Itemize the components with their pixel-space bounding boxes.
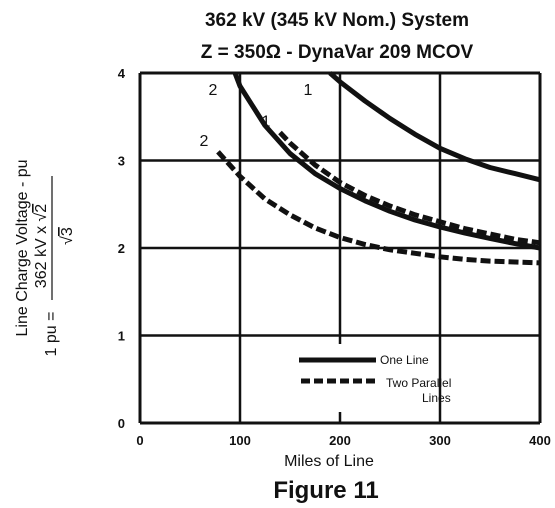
series-group: [216, 71, 541, 266]
y-tick-label-3: 3: [118, 154, 125, 169]
formula-lhs: 1 pu =: [43, 312, 60, 357]
legend-label-two-parallel: Two Parallel: [386, 376, 451, 390]
series-label-2-dashed: 2: [200, 133, 209, 150]
series-line-1-solid: [328, 71, 541, 183]
legend-label-one-line: One Line: [380, 353, 429, 367]
x-tick-label-300: 300: [429, 433, 451, 448]
y-tick-label-2: 2: [118, 241, 125, 256]
formula-denominator-radicand: 3: [59, 227, 76, 236]
formula-denominator: √3: [59, 227, 76, 245]
series-line-2-solid: [232, 72, 541, 251]
legend: One Line Two Parallel Lines: [291, 344, 451, 412]
x-tick-label-200: 200: [329, 433, 351, 448]
series-label-2-solid: 2: [209, 82, 218, 99]
series-line-1-dashed: [278, 130, 541, 246]
x-tick-label-0: 0: [136, 433, 143, 448]
series-label-1-dashed: 1: [262, 114, 271, 131]
series-labels: 1 1 2 2: [200, 82, 313, 150]
x-tick-label-400: 400: [529, 433, 551, 448]
tick-labels: 0 100 200 300 400 0 1 2 3 4: [118, 66, 551, 448]
legend-background: [291, 344, 413, 412]
legend-label-lines: Lines: [422, 391, 451, 405]
y-axis-formula: 1 pu = 362 kV x √2 √3: [33, 176, 76, 356]
chart-title: 362 kV (345 kV Nom.) System: [205, 10, 469, 31]
formula-denominator-symbol: √: [59, 236, 76, 245]
chart-subtitle: Z = 350Ω - DynaVar 209 MCOV: [201, 42, 474, 63]
formula-numerator-main: 362 kV x √: [33, 212, 50, 288]
y-tick-label-4: 4: [118, 66, 126, 81]
x-axis-label: Miles of Line: [284, 453, 374, 470]
series-label-1-solid: 1: [304, 82, 313, 99]
x-tick-label-100: 100: [229, 433, 251, 448]
formula-numerator-radicand: 2: [33, 204, 50, 213]
figure-caption: Figure 11: [273, 477, 378, 504]
formula-numerator: 362 kV x √2: [33, 204, 50, 288]
y-tick-label-0: 0: [118, 416, 125, 431]
y-axis-label: Line Charge Voltage - pu: [14, 159, 31, 336]
series-line-2-dashed: [216, 150, 541, 266]
y-tick-label-1: 1: [118, 329, 125, 344]
